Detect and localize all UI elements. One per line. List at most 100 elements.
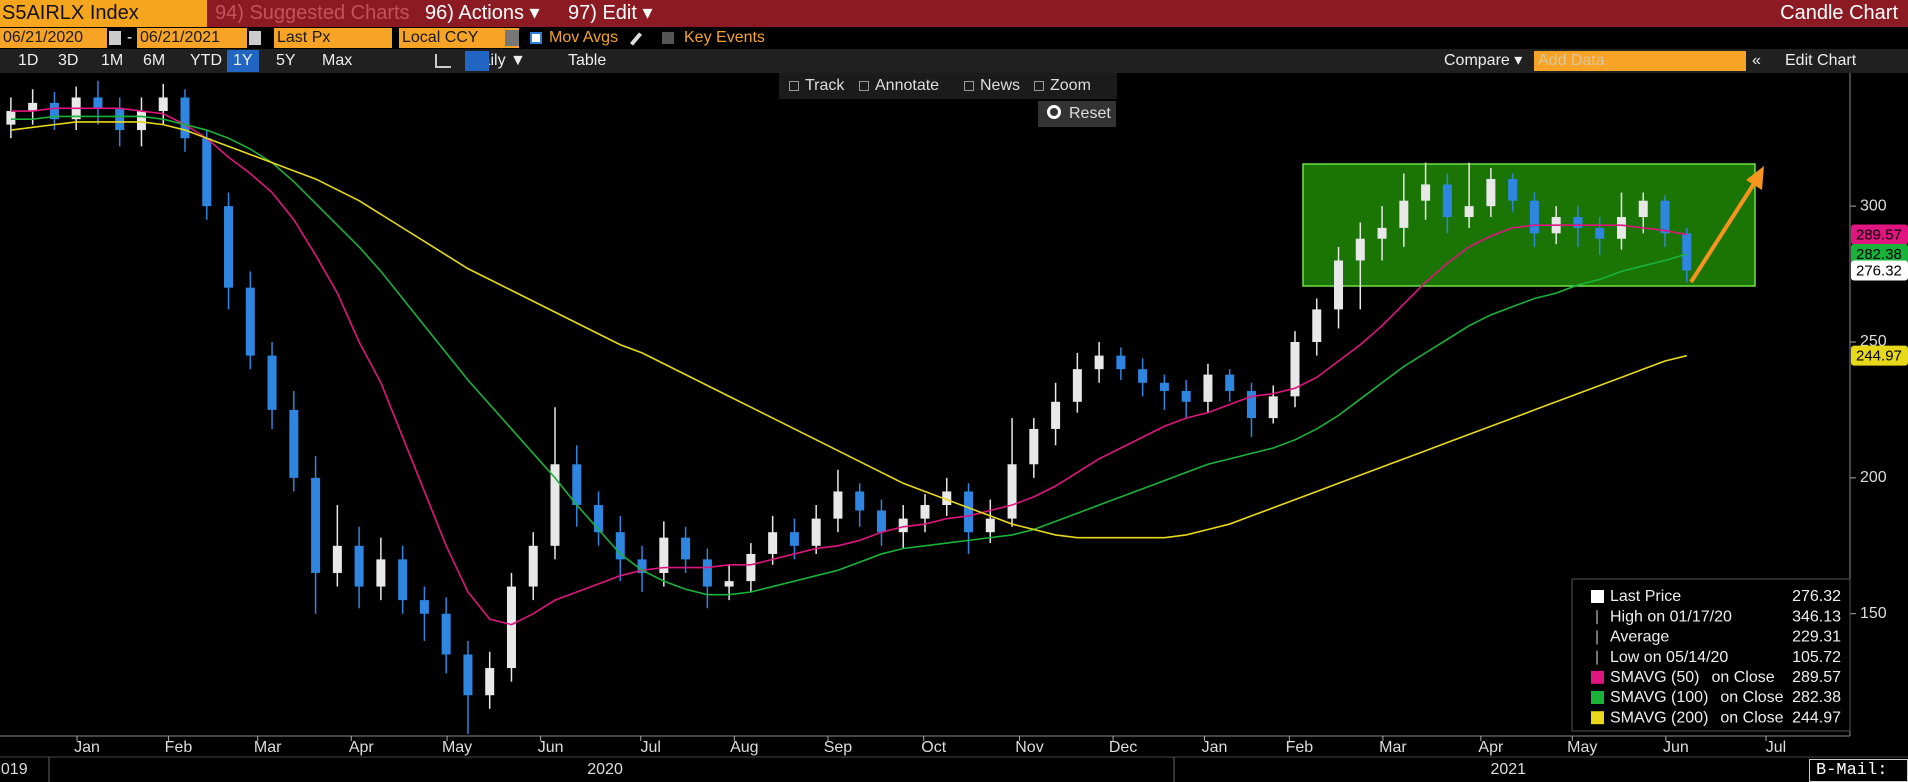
candle-body [1029,428,1039,465]
suggested-charts[interactable]: 94) Suggested Charts [215,2,410,24]
legend-label: Low on 05/14/20 [1610,649,1728,666]
tool-button[interactable]: Zoom [1050,77,1091,94]
calendar-icon[interactable] [249,31,261,45]
legend-suffix: on Close [1712,669,1775,686]
period-button[interactable]: 5Y [276,52,296,69]
calendar-icon[interactable] [109,31,121,45]
legend-value: 276.32 [1792,588,1841,605]
year-label: 2021 [1490,761,1526,778]
candle-body [115,108,125,131]
candle-body [376,559,386,587]
candle-body [615,532,625,560]
period-button[interactable]: 6M [143,52,166,69]
legend-label: SMAVG (50) [1610,669,1700,686]
candle-body [1638,200,1648,218]
annotation-arrow [1689,180,1757,284]
x-tick-label: Apr [349,739,375,756]
period-button[interactable]: 1D [18,52,39,69]
tool-icon[interactable] [789,81,799,91]
candle-body [811,518,821,546]
legend-label: SMAVG (100) [1610,689,1708,706]
chart-type: Candle Chart [1780,2,1898,24]
line-icon[interactable] [435,54,451,68]
reset-button[interactable]: Reset [1038,101,1116,127]
candle-body [833,491,843,519]
tool-button[interactable]: Annotate [875,77,940,94]
table-button[interactable]: Table [568,52,607,69]
y-tick-label: 300 [1860,197,1887,214]
candle-body [898,518,908,533]
tool-icon[interactable] [964,81,974,91]
period-button[interactable]: 1Y [227,50,259,72]
candle-body [1442,184,1452,218]
edit-menu[interactable]: 97) Edit ▾ [568,2,653,24]
legend-box [1571,578,1851,732]
candle-body [1355,238,1365,261]
period-button[interactable]: YTD [190,52,222,69]
candle-body [1007,464,1017,519]
price-tag-label: 244.97 [1856,348,1902,365]
candle-body [136,111,146,131]
candle-body [1421,184,1431,201]
checkbox-checked[interactable] [530,32,542,44]
candle-icon[interactable] [465,51,489,71]
add-data-input[interactable]: Add Data [1534,51,1746,71]
x-tick-label: Jun [1663,739,1689,756]
candle-body [1116,355,1126,370]
x-tick-label: Jul [641,739,661,756]
candle-body [724,581,734,587]
tool-icon[interactable] [859,81,869,91]
candle-body [768,532,778,554]
settings-bar: 06/21/2020 - 06/21/2021 Last Px Local CC… [0,27,1908,49]
tool-icon[interactable] [1034,81,1044,91]
tool-button[interactable]: News [980,77,1021,94]
x-tick-label: Sep [824,739,853,756]
candle-body [964,491,974,533]
period-button[interactable]: 1M [101,52,124,69]
x-tick-label: Jun [538,739,564,756]
period-button[interactable]: 3D [58,52,79,69]
candle-body [1334,260,1344,310]
period-button[interactable]: Max [322,52,353,69]
price-tag [1851,244,1908,265]
chart-tools: Track Annotate News Zoom [779,73,1117,99]
candle-body [332,545,342,573]
candle-body [49,102,59,120]
candle-body [1508,178,1518,201]
checkbox[interactable] [662,32,674,44]
candle-body [702,559,712,587]
y-tick-label: 200 [1860,469,1887,486]
candle-body [1225,374,1235,391]
candle-body [158,97,168,112]
field[interactable]: Last Px [274,28,392,48]
x-tick-label: Apr [1478,739,1504,756]
moving-average-line [10,115,1687,596]
end-date[interactable]: 06/21/2021 [137,28,247,48]
dropdown-icon[interactable] [505,30,519,46]
annotation-box [1302,163,1756,287]
ticker[interactable]: S5AIRLX Index [0,0,207,27]
moving-average-line [10,107,1687,626]
tool-button[interactable]: Track [805,77,845,94]
candle-body [463,654,473,696]
legend-swatch [1591,711,1604,725]
candle-body [224,206,234,288]
actions-menu[interactable]: 96) Actions ▾ [425,2,540,24]
candle-body [1094,355,1104,370]
candle-body [746,553,756,582]
candle-body [1377,227,1387,239]
compare[interactable]: Compare ▾ [1444,52,1523,69]
edit-chart[interactable]: Edit Chart [1785,52,1857,69]
candle-body [659,537,669,573]
key-events[interactable]: Key Events [684,29,765,46]
x-tick-label: Jan [74,739,100,756]
pencil-icon[interactable] [629,32,643,46]
currency[interactable]: Local CCY [399,28,519,48]
start-date[interactable]: 06/21/2020 [0,28,107,48]
price-tag [1851,260,1908,281]
candle-body [1595,227,1605,239]
mov-avgs[interactable]: Mov Avgs [549,29,619,46]
bmail[interactable]: B-Mail: [1809,759,1908,782]
collapse-icon[interactable]: « [1752,52,1761,69]
